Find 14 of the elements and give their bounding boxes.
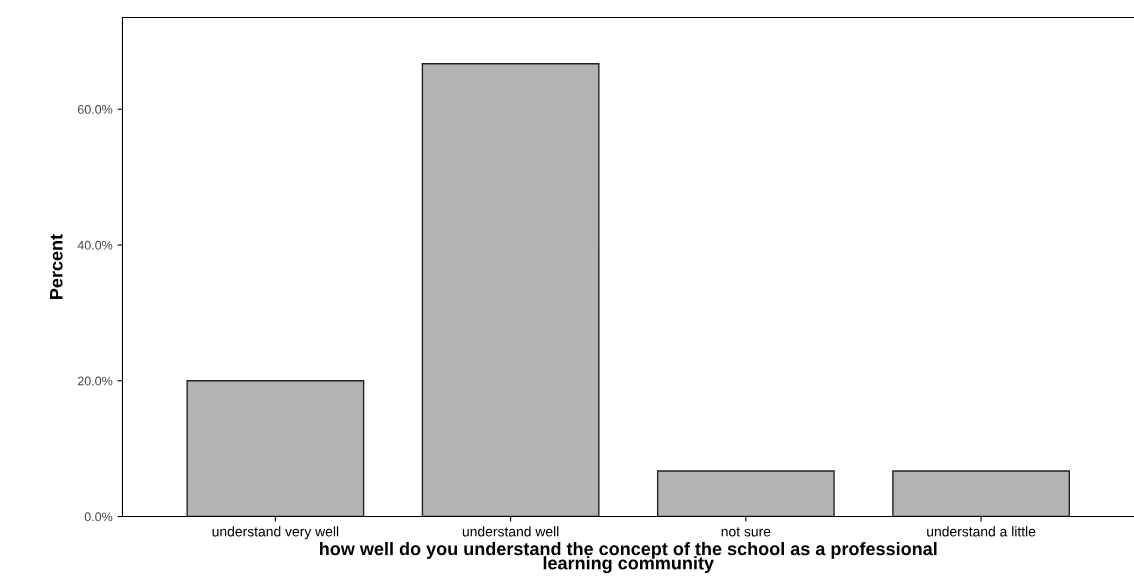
x-tick-label: understand well (462, 526, 559, 537)
y-axis-title: Percent (50, 234, 63, 299)
x-axis-title: how well do you understand the concept of the school as a professional learning community (320, 542, 937, 574)
x-tick-label: not sure (721, 527, 771, 537)
y-tick-label: 0.0% (84, 512, 113, 522)
x-tick-label: understand a little (927, 526, 1036, 537)
bar (421, 63, 600, 517)
bar (186, 380, 365, 517)
y-tick-label: 60.0% (77, 105, 113, 114)
y-tick-label: 40.0% (77, 240, 113, 250)
y-tick-label: 20.0% (77, 376, 113, 386)
x-tick-label: understand very well (212, 526, 339, 540)
bar (892, 470, 1071, 517)
bar (656, 470, 835, 517)
